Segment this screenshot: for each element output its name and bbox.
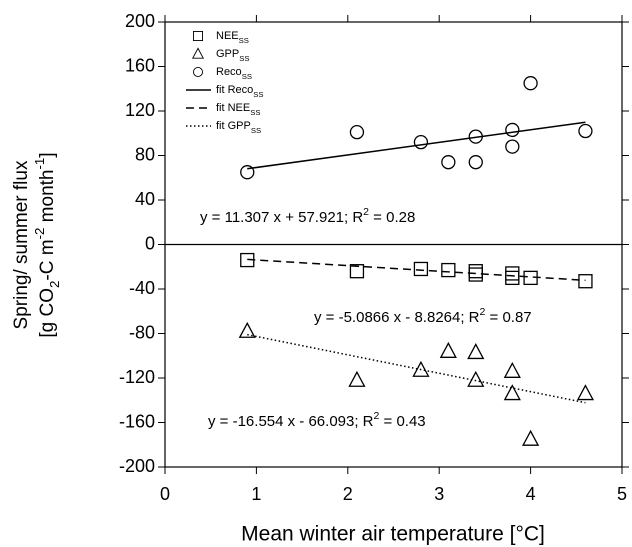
y-tick-label: -40	[129, 278, 155, 298]
circle-marker	[505, 139, 520, 154]
rich-text: RecoSS	[216, 66, 252, 81]
x-tick-label: 2	[343, 484, 353, 504]
triangle-marker	[503, 384, 521, 401]
y-tick-label: 40	[135, 189, 155, 209]
triangle-marker	[467, 370, 485, 387]
fit-line	[247, 258, 586, 282]
text-part: SS	[239, 36, 249, 45]
rich-text: Spring/ summer flux	[11, 160, 32, 329]
circle-marker	[523, 76, 538, 91]
y-tick-label: 0	[145, 233, 155, 253]
text-part: 2	[47, 281, 62, 288]
fit-line	[247, 121, 586, 170]
text-part: SS	[239, 54, 249, 63]
square-marker	[441, 262, 456, 278]
text-part: Reco	[216, 66, 242, 78]
x-axis-label: Mean winter air temperature [°C]	[241, 523, 545, 546]
triangle-marker	[238, 321, 256, 338]
text-part: NEE	[216, 30, 239, 42]
y-tick-label: 80	[135, 144, 155, 164]
y-tick-label: -120	[119, 367, 155, 387]
circle-marker	[578, 123, 593, 139]
text-part: y = -5.0866 x - 8.8264; R	[314, 309, 480, 326]
square-marker	[505, 266, 520, 281]
rich-text: fit GPPSS	[216, 120, 261, 135]
text-part: 2	[363, 206, 369, 218]
y-tick-label: 200	[125, 11, 155, 31]
text-part: -2	[32, 228, 47, 240]
circle-marker	[413, 134, 429, 150]
rich-text: fit RecoSS	[216, 84, 264, 99]
text-part: fit NEE	[216, 102, 250, 114]
rich-text: fit NEESS	[216, 102, 261, 117]
y-tick-label: -200	[119, 456, 155, 476]
text-part: y = 11.307 x + 57.921; R	[200, 209, 363, 226]
text-part: fit GPP	[216, 120, 251, 132]
text-part: SS	[242, 72, 252, 81]
x-tick-label: 5	[617, 484, 627, 504]
text-part: ]	[37, 152, 58, 157]
circle-marker	[441, 155, 456, 170]
rich-text: y = -5.0866 x - 8.8264; R2 = 0.87	[314, 306, 532, 326]
x-tick-label: 3	[434, 484, 444, 504]
rich-text: NEESS	[216, 30, 249, 45]
rich-text: y = 11.307 x + 57.921; R2 = 0.28	[200, 206, 415, 226]
y-tick-label: -80	[129, 322, 155, 342]
square-marker	[505, 270, 520, 286]
circle-marker	[468, 155, 483, 170]
text-part: = 0.28	[369, 209, 415, 226]
square-marker	[468, 267, 483, 282]
y-tick-label: 120	[125, 100, 155, 120]
square-marker	[578, 274, 593, 289]
triangle-marker	[576, 384, 595, 401]
text-part: -1	[32, 158, 47, 170]
rich-text: GPPSS	[216, 48, 250, 63]
text-part: SS	[253, 90, 263, 99]
text-part: -C m	[37, 239, 58, 280]
x-tick-label: 0	[160, 484, 170, 504]
square-marker	[413, 261, 429, 277]
text-part: SS	[251, 126, 261, 135]
triangle-marker	[503, 361, 521, 378]
text-part: y = -16.554 x - 66.093; R	[208, 413, 374, 430]
text-part: month	[37, 170, 58, 228]
triangle-marker	[522, 429, 540, 446]
fit-line	[247, 333, 586, 404]
legend-marker	[191, 47, 205, 59]
text-part: [g CO	[37, 288, 58, 338]
triangle-marker	[467, 343, 485, 360]
square-marker	[468, 264, 483, 279]
text-part: 2	[374, 410, 380, 422]
y-tick-label: -160	[119, 411, 155, 431]
rich-text: y = -16.554 x - 66.093; R2 = 0.43	[208, 410, 426, 430]
x-tick-label: 4	[526, 484, 536, 504]
legend-marker	[192, 30, 204, 42]
square-marker	[349, 264, 365, 279]
text-part: fit Reco	[216, 84, 253, 96]
text-part: = 0.87	[485, 309, 531, 326]
text-part: 2	[480, 306, 486, 318]
circle-marker	[349, 124, 365, 140]
text-part: Spring/ summer flux	[11, 160, 32, 329]
y-tick-label: 160	[125, 55, 155, 75]
x-tick-label: 1	[251, 484, 261, 504]
circle-marker	[505, 122, 520, 138]
legend-marker	[192, 66, 204, 78]
text-part: = 0.43	[379, 413, 425, 430]
triangle-marker	[348, 370, 366, 387]
rich-text: [g CO2-C m-2 month-1]	[32, 152, 62, 337]
triangle-marker	[439, 341, 457, 358]
circle-marker	[240, 165, 255, 180]
text-part: GPP	[216, 48, 239, 60]
text-part: SS	[250, 108, 260, 117]
